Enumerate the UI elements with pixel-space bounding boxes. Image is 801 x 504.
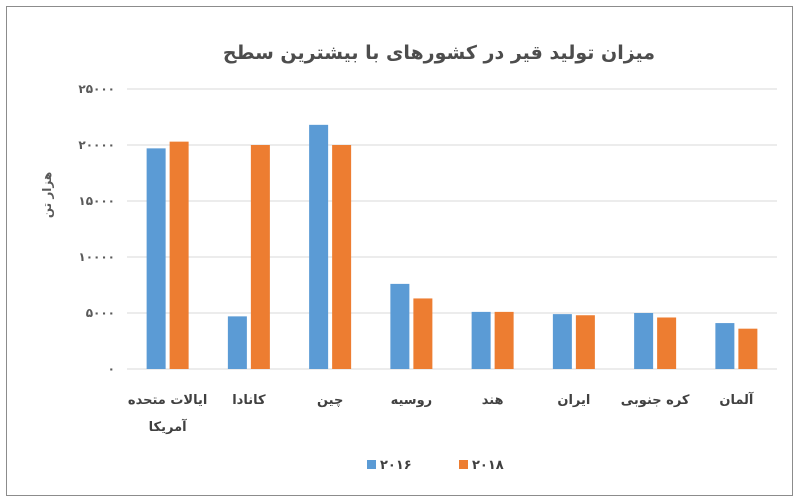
x-category-label: کره جنوبی (621, 393, 690, 408)
legend: ۲۰۱۶ ۲۰۱۸ (367, 458, 504, 473)
y-tick-label: ۵۰۰۰ (86, 306, 115, 320)
bar-2018 (250, 145, 270, 369)
legend-swatch-2018 (459, 460, 468, 469)
y-axis-ticks: ۰ ۵۰۰۰ ۱۰۰۰۰ ۱۵۰۰۰ ۲۰۰۰۰ ۲۵۰۰۰ (78, 82, 115, 376)
gridlines (127, 88, 777, 370)
bar-2016 (227, 316, 247, 369)
bar-2016 (715, 323, 735, 369)
bar-2016 (390, 283, 410, 369)
x-category-label: ایران (557, 393, 590, 408)
bar-2018 (738, 328, 758, 369)
chart-frame: میزان تولید قیر در کشورهای با بیشترین سط… (6, 6, 793, 496)
bar-2016 (634, 313, 654, 369)
x-axis-categories: ایالات متحده آمریکا کانادا چین روسیه هند ایران… (128, 391, 754, 435)
bar-2018 (332, 145, 352, 369)
bar-2018 (575, 315, 595, 369)
bar-2018 (494, 311, 514, 369)
y-tick-label: ۱۵۰۰۰ (78, 194, 115, 208)
bar-2016 (471, 311, 491, 369)
x-category-label: هند (482, 393, 504, 408)
y-tick-label: ۲۵۰۰۰ (78, 82, 115, 96)
x-category-label: کانادا (232, 393, 266, 408)
bar-2018 (657, 317, 677, 369)
bar-2018 (169, 141, 189, 369)
bars (146, 124, 758, 369)
chart-title: میزان تولید قیر در کشورهای با بیشترین سط… (223, 42, 655, 64)
legend-label: ۲۰۱۶ (380, 458, 412, 473)
bar-chart: میزان تولید قیر در کشورهای با بیشترین سط… (40, 42, 777, 473)
y-tick-label: ۲۰۰۰۰ (78, 138, 115, 152)
x-category-label: چین (317, 393, 343, 408)
bar-2016 (309, 124, 329, 369)
x-category-label: ایالات متحده (128, 393, 207, 408)
legend-label: ۲۰۱۸ (472, 458, 504, 473)
bar-2016 (552, 314, 572, 369)
bar-2018 (413, 298, 433, 369)
y-tick-label: ۱۰۰۰۰ (78, 250, 115, 264)
x-category-label: روسیه (391, 393, 433, 408)
bar-2016 (146, 148, 166, 369)
y-tick-label: ۰ (108, 362, 115, 376)
x-category-label: آلمان (719, 391, 754, 408)
legend-swatch-2016 (367, 460, 376, 469)
y-axis-label: هزار تن (40, 172, 54, 218)
x-category-label: آمریکا (149, 418, 187, 435)
